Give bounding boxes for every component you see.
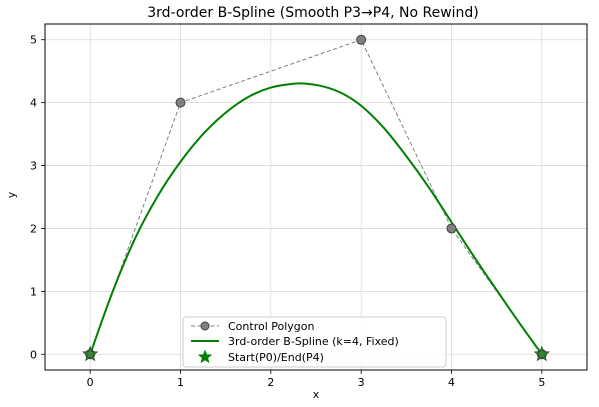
y-tick-label: 1	[30, 285, 37, 298]
chart-title: 3rd-order B-Spline (Smooth P3→P4, No Rew…	[147, 5, 479, 21]
plot-frame	[44, 23, 588, 371]
legend: Control Polygon 3rd-order B-Spline (k=4, …	[182, 316, 447, 368]
y-tick-label: 4	[30, 97, 37, 110]
x-tick-label: 2	[267, 376, 274, 389]
x-tick-label: 4	[448, 376, 455, 389]
legend-control-polygon-marker	[200, 321, 210, 331]
legend-label: 3rd-order B-Spline (k=4, Fixed)	[228, 335, 399, 348]
control-point-marker	[175, 97, 186, 108]
y-tick-label: 5	[30, 34, 37, 47]
series-layer	[81, 34, 551, 362]
x-tick-label: 1	[177, 376, 184, 389]
legend-star-marker	[197, 349, 213, 364]
x-tick-label: 0	[87, 376, 94, 389]
x-axis-label: x	[313, 388, 320, 401]
x-tick-label: 3	[358, 376, 365, 389]
endpoint-star-marker	[533, 345, 551, 362]
ticks-layer: 0 1 2 3 4 5 0 1 2 3 4 5	[30, 34, 545, 389]
legend-label: Control Polygon	[228, 320, 315, 333]
grid-layer	[45, 24, 587, 370]
control-point-marker	[356, 34, 367, 45]
endpoint-star-marker	[81, 345, 99, 362]
legend-label: Start(P0)/End(P4)	[228, 351, 324, 364]
x-tick-label: 5	[538, 376, 545, 389]
legend-box	[182, 316, 447, 368]
control-point-marker	[446, 223, 457, 234]
y-tick-label: 2	[30, 222, 37, 235]
y-tick-label: 0	[30, 348, 37, 361]
y-tick-label: 3	[30, 160, 37, 173]
b-spline-curve	[89, 82, 543, 355]
y-axis-label: y	[5, 191, 18, 198]
